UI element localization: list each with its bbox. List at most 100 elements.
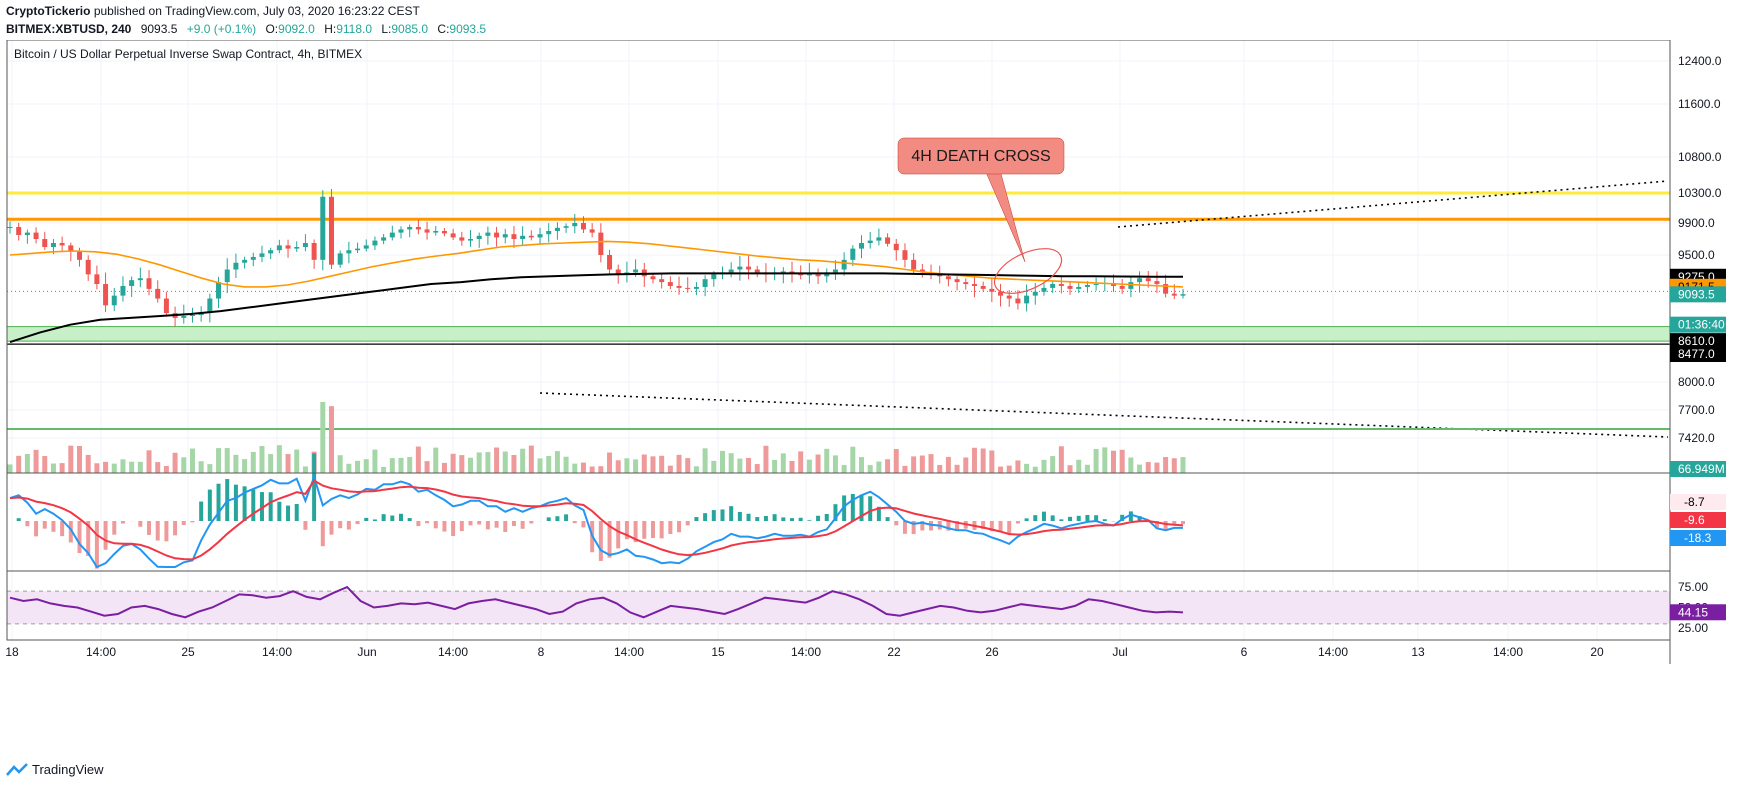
volume-bar — [276, 445, 282, 473]
candles — [7, 189, 1186, 327]
macd-histogram-bar — [51, 521, 56, 532]
annotations: 4H DEATH CROSS — [897, 137, 1065, 294]
candle-body — [1024, 295, 1030, 304]
candle-body — [659, 279, 665, 283]
volume-bar — [1006, 465, 1012, 473]
macd-histogram-bar — [755, 517, 760, 521]
volume-bar — [607, 452, 613, 473]
volume-bar — [954, 464, 960, 473]
macd-histogram-bar — [729, 506, 734, 521]
candle-body — [1163, 284, 1169, 294]
candle-body — [381, 237, 387, 241]
volume-bar — [989, 450, 995, 473]
chart-canvas[interactable]: 4H DEATH CROSS 12400.0 11600.0 10800.0 1030… — [0, 40, 1741, 758]
volume-bar — [381, 466, 387, 473]
volume-bar — [1067, 465, 1073, 473]
macd-histogram-bar — [416, 521, 421, 527]
price-tick-label: 8000.0 — [1678, 375, 1715, 389]
volume-bar — [302, 466, 308, 473]
macd-histogram-bar — [312, 453, 317, 521]
candle-body — [971, 284, 977, 286]
volume-bar — [494, 447, 500, 473]
volume-tag — [1670, 461, 1726, 477]
volume-bar — [346, 463, 352, 473]
volume-bar — [294, 449, 300, 473]
candle-body — [1058, 284, 1064, 286]
volume-bar — [77, 445, 83, 473]
macd-histogram-bar — [763, 515, 768, 521]
macd-histogram-bar — [781, 517, 786, 521]
candle-body — [650, 276, 656, 280]
macd-histogram-bar — [790, 518, 794, 521]
macd-histogram-bar — [772, 514, 777, 521]
volume-bar — [789, 460, 795, 473]
volume-bar — [103, 461, 109, 473]
candle-body — [850, 248, 856, 260]
death-cross-callout[interactable] — [897, 137, 1065, 175]
macd-histogram-bar — [572, 521, 577, 524]
macd-histogram-bar — [164, 521, 169, 542]
low-label: L: — [381, 22, 392, 36]
volume-bar — [407, 457, 413, 473]
volume-bar — [902, 465, 908, 473]
volume-bar — [806, 459, 812, 473]
candle-body — [702, 279, 708, 287]
volume-bar — [963, 457, 969, 473]
macd-histogram-bar — [685, 521, 690, 526]
time-tick-label: Jul — [1112, 645, 1127, 659]
open-label: O: — [265, 22, 279, 36]
macd-histogram-bar — [703, 513, 708, 521]
author-name[interactable]: CryptoTickerio — [6, 4, 91, 18]
candle-body — [598, 232, 604, 255]
volume-bar — [1180, 457, 1186, 473]
candle-body — [372, 240, 378, 246]
macd-histogram-bar — [833, 504, 838, 521]
candle-body — [998, 291, 1004, 296]
macd-histogram-bar — [1007, 521, 1012, 534]
volume-bar — [372, 449, 378, 473]
volume-bar — [685, 458, 691, 473]
macd-histogram-bar — [451, 521, 456, 536]
close-label: C: — [437, 22, 450, 36]
macd-tag-label: -18.3 — [1684, 531, 1712, 545]
volume-bar — [980, 448, 986, 473]
macd-histogram-bar — [929, 521, 934, 531]
macd-histogram-bar — [433, 521, 438, 529]
candle-body — [554, 227, 560, 231]
volume-bar — [1032, 466, 1038, 473]
time-tick-label: 22 — [887, 645, 901, 659]
candle-body — [242, 259, 248, 263]
volume-bar — [580, 462, 586, 473]
ma-slow-line — [9, 272, 1184, 344]
volume-bar — [120, 459, 126, 473]
volume-bar — [659, 455, 665, 473]
candle-body — [337, 253, 343, 265]
volume-bar — [163, 465, 169, 473]
macd-histogram-bar — [720, 509, 725, 521]
volume-bar — [763, 445, 769, 473]
macd-histogram-bar — [850, 494, 855, 521]
tradingview-footer[interactable]: TradingView — [6, 762, 104, 777]
macd-histogram-bar — [677, 521, 682, 533]
volume-bar — [1171, 458, 1177, 473]
price-tag-label: 01:36:40 — [1678, 318, 1725, 332]
price-change: +9.0 (+0.1%) — [186, 22, 257, 36]
volume-bar — [285, 454, 291, 473]
candle-body — [146, 278, 152, 289]
candle-body — [711, 274, 717, 280]
candle-body — [633, 269, 639, 273]
high-value: 9118.0 — [336, 22, 372, 36]
candle-body — [494, 232, 500, 238]
candle-body — [137, 278, 143, 281]
candle-body — [980, 285, 986, 289]
volume-bar — [207, 464, 213, 473]
macd-histogram-bar — [1068, 516, 1073, 521]
macd-histogram-bar — [1120, 514, 1125, 521]
candle-body — [294, 247, 300, 249]
macd-histogram-bar — [268, 492, 273, 521]
candle-body — [459, 237, 465, 241]
candle-body — [746, 266, 752, 270]
volume-bar — [554, 451, 560, 473]
volume-bar — [719, 450, 725, 473]
time-tick-label: 14:00 — [791, 645, 821, 659]
